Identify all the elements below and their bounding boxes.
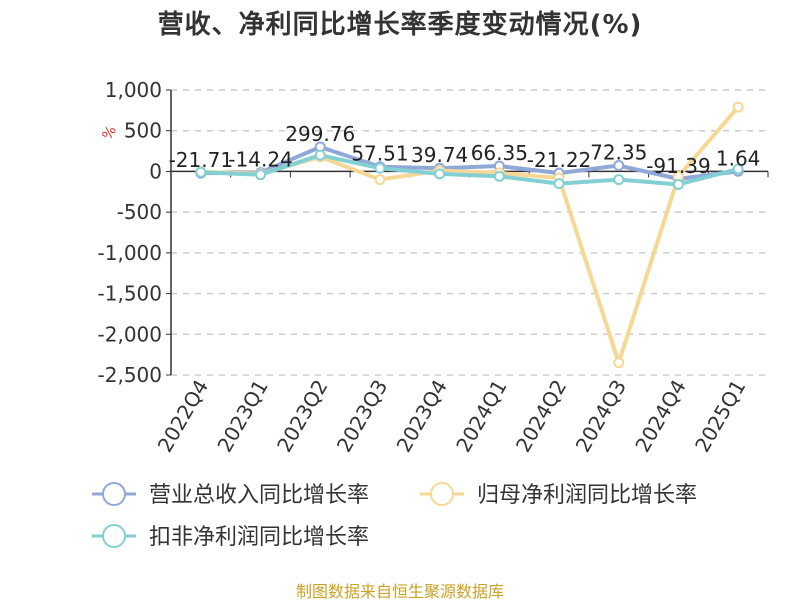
data-label: -91.39 [646,154,710,178]
legend-label: 营业总收入同比增长率 [149,483,369,508]
series-point [493,170,505,182]
legend-label: 扣非净利润同比增长率 [149,525,369,550]
legend-item[interactable]: 扣非净利润同比增长率 [92,524,369,550]
data-label: -21.22 [527,148,591,172]
series-point [732,101,744,113]
y-tick-label: -1,000 [98,241,162,265]
data-label: 39.74 [411,143,468,167]
data-label: -21.71 [169,148,233,172]
grid-lines [166,89,769,376]
x-tick-label: 2024Q4 [630,376,690,457]
x-tick-label: 2024Q1 [451,375,511,456]
chart-title: 营收、净利同比增长率季度变动情况(%) [157,10,643,40]
data-label: 57.51 [351,142,408,166]
legend-item[interactable]: 归母净利润同比增长率 [420,482,697,508]
y-tick-label: -1,500 [98,282,162,306]
x-tick-labels: 2022Q4 2023Q1 2023Q2 2023Q3 2023Q4 2024Q1 2024… [153,375,751,456]
x-tick-label: 2024Q2 [511,376,571,457]
x-tick-label: 2023Q3 [332,376,392,457]
x-tick-label: 2023Q2 [272,376,332,457]
legend-item[interactable]: 营业总收入同比增长率 [92,482,369,508]
y-tick-label: -2,500 [98,363,162,387]
x-tick-label: 2022Q4 [153,376,213,457]
series-point [374,174,386,186]
data-label: -14.24 [228,148,292,172]
data-label: 1.64 [716,146,761,170]
series-line [200,145,739,181]
y-tick-label: 0 [149,159,162,183]
legend-swatch-marker [102,482,126,506]
legend-swatch-marker [102,524,126,548]
x-tick-label: 2023Q1 [212,376,272,457]
series-point [613,160,625,172]
series-line [200,105,740,365]
y-tick-label: -2,000 [98,322,162,346]
series-point [613,174,625,186]
y-axis-unit: % [99,123,120,143]
legend-swatch-marker [430,482,454,506]
x-tick-label: 2024Q3 [571,376,631,457]
y-tick-label: 500 [124,119,162,143]
data-label: 66.35 [471,141,528,165]
series-point [672,178,684,190]
y-tick-label: -500 [117,200,162,224]
series-line [200,153,739,187]
x-tick-label: 2025Q1 [690,376,750,457]
series-point [434,168,446,180]
y-tick-labels: 1,000 500 0 -500 -1,000 -1,500 -2,000 -2,500 [98,78,162,387]
series-point [195,166,207,178]
series-point [255,169,267,181]
series-point [613,357,625,369]
source-note: 制图数据来自恒生聚源数据库 [295,582,504,601]
series-point [732,163,744,175]
x-tick-label: 2023Q4 [392,376,452,457]
series-point [374,162,386,174]
data-label: 72.35 [590,141,647,165]
series-point [314,149,326,161]
series-lines [195,101,744,369]
series-point [553,178,565,190]
y-tick-label: 1,000 [105,78,162,102]
data-label: 299.76 [285,122,355,146]
legend-label: 归母净利润同比增长率 [477,483,697,508]
